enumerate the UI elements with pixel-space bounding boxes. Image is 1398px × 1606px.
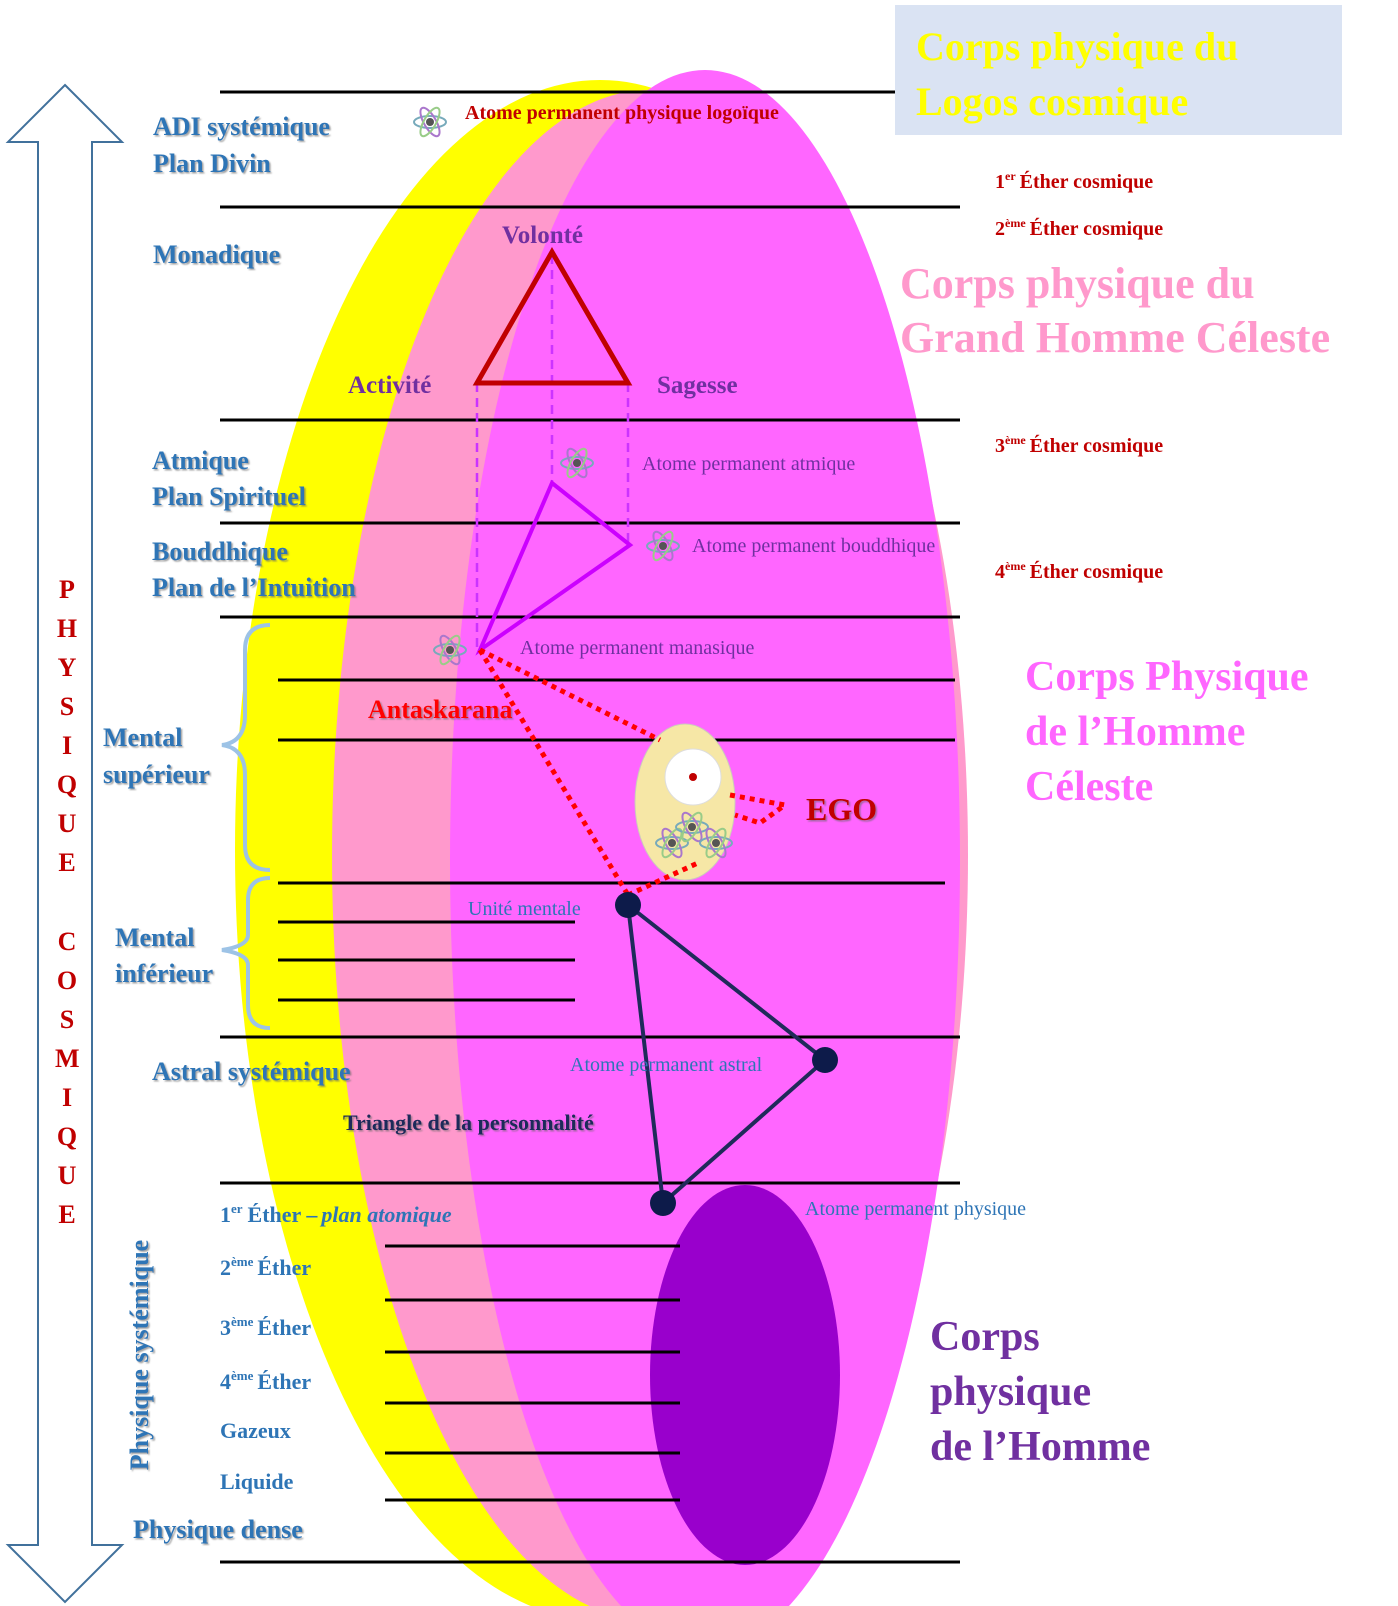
- ego-label: EGO: [806, 791, 877, 827]
- ether-label: 3ème Éther cosmique: [995, 433, 1163, 457]
- ether-label: 4ème Éther cosmique: [995, 559, 1163, 583]
- human-body: [650, 1185, 840, 1565]
- body-title: Corps Physique: [1025, 654, 1309, 700]
- plane-label: Bouddhique: [152, 537, 288, 566]
- logos-title: Logos cosmique: [916, 79, 1188, 124]
- vertical-word: PHYSIQUE: [55, 570, 79, 882]
- subplane-label: 1er Éther –plan atomique: [220, 1201, 452, 1227]
- atom-label: Atome permanent astral: [570, 1054, 763, 1076]
- sup: ème: [231, 1314, 254, 1329]
- text: Éther: [257, 1369, 311, 1394]
- body-title: Corps physique du: [900, 259, 1255, 308]
- triad-label: Activité: [348, 372, 431, 399]
- body-title: Corps: [930, 1314, 1040, 1360]
- num: 3: [220, 1315, 231, 1340]
- num: 4: [220, 1369, 231, 1394]
- lotus-jewel: [689, 773, 697, 781]
- sup: ème: [1005, 559, 1026, 573]
- num: 2: [220, 1255, 231, 1280]
- atom-label: Unité mentale: [468, 898, 581, 920]
- plane-label: Plan Divin: [153, 149, 271, 178]
- plane-label: Physique dense: [133, 1515, 303, 1544]
- sup: ème: [1005, 433, 1026, 447]
- num: 2: [995, 218, 1005, 240]
- body-title: de l’Homme: [930, 1424, 1150, 1470]
- plane-label: Astral systémique: [152, 1057, 351, 1086]
- num: 3: [995, 435, 1005, 457]
- atom-label: Atome permanent physique: [805, 1198, 1026, 1220]
- plane-label: Plan de l’Intuition: [152, 573, 356, 602]
- vertical-label: Physique systémique: [125, 1240, 154, 1470]
- plane-label: Monadique: [153, 240, 280, 269]
- num: 1: [220, 1202, 231, 1227]
- text: Éther –: [248, 1202, 319, 1227]
- plane-label: Atmique: [152, 446, 249, 475]
- vertical-word: COSMIQUE: [55, 922, 79, 1234]
- text: Éther: [257, 1315, 311, 1340]
- plane-label: Plan Spirituel: [152, 482, 306, 511]
- sup: ème: [1005, 216, 1026, 230]
- body-title: Céleste: [1025, 764, 1153, 810]
- plane-label: supérieur: [103, 760, 210, 789]
- text: Éther cosmique: [1030, 217, 1164, 240]
- num: 4: [995, 561, 1005, 583]
- atom-label: Atome permanent atmique: [642, 453, 855, 475]
- text: Éther cosmique: [1030, 434, 1164, 457]
- ether-label: 1er Éther cosmique: [995, 169, 1153, 193]
- diagram: Corps physique du Logos cosmique ADI sys…: [0, 0, 1398, 1606]
- plane-label: ADI systémique: [153, 112, 330, 141]
- sup: er: [231, 1201, 243, 1216]
- canvas: Corps physique du Logos cosmique ADI sys…: [0, 0, 1398, 1606]
- body-title: Grand Homme Céleste: [900, 313, 1330, 362]
- sup: ème: [231, 1254, 254, 1269]
- text: Éther cosmique: [1030, 560, 1164, 583]
- plane-label: Mental: [103, 723, 182, 752]
- personality-label: Triangle de la personnalité: [343, 1110, 594, 1135]
- text: Éther: [257, 1255, 311, 1280]
- subplane-label: Gazeux: [220, 1418, 291, 1443]
- body-title: physique: [930, 1369, 1091, 1415]
- ether-label: 2ème Éther cosmique: [995, 216, 1163, 240]
- triad-label: Sagesse: [657, 372, 738, 399]
- subplane-label: Liquide: [220, 1469, 294, 1494]
- antaskarana-label: Antaskarana: [368, 695, 512, 724]
- body-title: de l’Homme: [1025, 709, 1245, 755]
- triad-label: Volonté: [502, 222, 583, 249]
- sup: er: [1005, 169, 1016, 183]
- plane-label: Mental: [115, 923, 194, 952]
- italic: plan atomique: [319, 1202, 451, 1227]
- atom-label: Atome permanent bouddhique: [692, 535, 935, 557]
- logos-title: Corps physique du: [916, 24, 1238, 69]
- atom-label: Atome permanent manasique: [520, 637, 754, 659]
- atom-label: Atome permanent physique logoïque: [465, 102, 779, 124]
- sup: ème: [231, 1368, 254, 1383]
- plane-label: inférieur: [115, 959, 213, 988]
- num: 1: [995, 171, 1005, 193]
- text: Éther cosmique: [1020, 170, 1154, 193]
